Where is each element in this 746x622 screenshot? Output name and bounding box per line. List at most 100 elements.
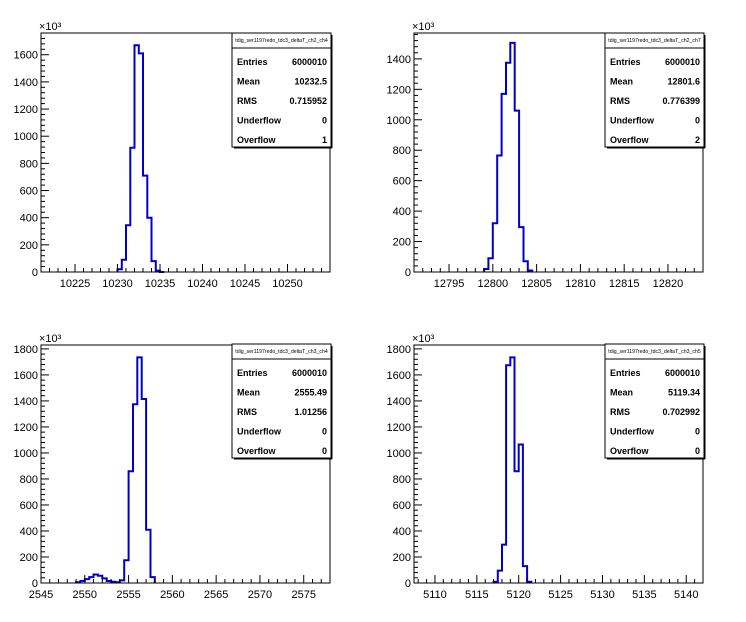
y-tick-label: 0: [32, 267, 38, 279]
stats-box: tdig_ser1197redo_tdc3_deltaT_ch3_ch5 Entr…: [604, 343, 706, 460]
y-tick-label: 1000: [14, 131, 38, 143]
y-tick-label: 1400: [14, 396, 38, 408]
y-tick-label: 1000: [387, 448, 411, 460]
x-tick-label: 5125: [548, 589, 572, 601]
stats-box-frame: [231, 32, 332, 148]
y-tick-label: 0: [405, 267, 411, 279]
plot-frame: [40, 344, 331, 584]
stats-value-rms: 0.702992: [662, 407, 700, 417]
x-tick-label: 12820: [653, 278, 684, 290]
x-tick-label: 10230: [102, 278, 133, 290]
x-tick-label: 10250: [272, 278, 303, 290]
stats-box-frame: [604, 32, 705, 148]
stats-value-underflow: 0: [695, 427, 700, 437]
histogram-series: [75, 356, 156, 584]
y-exponent-label: ×10³: [412, 21, 435, 33]
y-tick-label: 1600: [14, 370, 38, 382]
x-tick-label: 5115: [465, 589, 489, 601]
stats-value-overflow: 2: [695, 135, 700, 145]
stats-key-mean: Mean: [610, 388, 633, 398]
x-tick-label: 12805: [521, 278, 552, 290]
y-tick-label: 400: [393, 206, 411, 218]
y-tick-label: 800: [393, 145, 411, 157]
stats-box: tdig_ser1197redo_tdc3_deltaT_ch3_ch4 Entr…: [231, 343, 333, 460]
x-tick-label: 10240: [187, 278, 218, 290]
histogram-panel-2: 12795 12800 12805 12810 12815 12820 0 200 400 600…: [387, 21, 706, 290]
x-tick-label: 12810: [565, 278, 596, 290]
x-tick-label: 5120: [506, 589, 530, 601]
histogram-series: [492, 356, 533, 583]
stats-key-rms: RMS: [610, 96, 630, 106]
y-tick-label: 1200: [387, 422, 411, 434]
stats-key-mean: Mean: [237, 77, 260, 87]
y-tick-label: 600: [20, 186, 38, 198]
y-tick-label: 1200: [387, 84, 411, 96]
stats-value-mean: 12801.6: [667, 77, 700, 87]
stats-value-overflow: 0: [322, 446, 327, 456]
x-tick-label: 5130: [590, 589, 614, 601]
stats-box-frame: [231, 343, 332, 459]
stats-value-mean: 10232.5: [294, 77, 327, 87]
stats-key-rms: RMS: [237, 407, 257, 417]
x-tick-label: 5110: [423, 589, 447, 601]
histogram-panel-4: 5110 5115 5120 5125 5130 5135 5140 0 200 400 600 80…: [387, 333, 706, 601]
stats-box: tdig_ser1197redo_tdc3_deltaT_ch2_ch4 Entr…: [231, 32, 333, 149]
stats-value-underflow: 0: [322, 427, 327, 437]
y-tick-label: 0: [405, 578, 411, 590]
stats-value-entries: 6000010: [292, 57, 327, 67]
x-tick-label: 10225: [60, 278, 91, 290]
x-tick-label: 2555: [116, 589, 140, 601]
stats-value-rms: 0.715952: [289, 96, 327, 106]
x-tick-label: 12795: [434, 278, 465, 290]
stats-value-entries: 6000010: [292, 368, 327, 378]
y-tick-label: 400: [393, 526, 411, 538]
histogram-series: [116, 44, 165, 273]
stats-key-overflow: Overflow: [610, 446, 650, 456]
y-exponent-label: ×10³: [39, 333, 62, 345]
stats-key-underflow: Underflow: [237, 427, 282, 437]
y-tick-label: 200: [20, 552, 38, 564]
y-tick-label: 1200: [14, 104, 38, 116]
y-tick-label: 1400: [387, 396, 411, 408]
x-tick-label: 10245: [230, 278, 261, 290]
y-tick-label: 600: [393, 500, 411, 512]
stats-box-frame: [604, 343, 705, 459]
y-tick-label: 1200: [14, 422, 38, 434]
stats-value-entries: 6000010: [665, 368, 700, 378]
histogram-series: [483, 41, 534, 272]
plot-frame: [413, 344, 704, 584]
stats-title: tdig_ser1197redo_tdc3_deltaT_ch3_ch4: [235, 349, 328, 355]
y-tick-label: 1600: [387, 370, 411, 382]
stats-value-overflow: 0: [695, 446, 700, 456]
y-tick-label: 1800: [14, 344, 38, 356]
stats-value-entries: 6000010: [665, 57, 700, 67]
x-tick-label: 12815: [609, 278, 640, 290]
stats-value-rms: 0.776399: [662, 96, 700, 106]
y-tick-label: 1400: [14, 77, 38, 89]
stats-key-entries: Entries: [237, 368, 268, 378]
stats-key-underflow: Underflow: [610, 116, 655, 126]
y-tick-label: 600: [20, 500, 38, 512]
stats-key-underflow: Underflow: [610, 427, 655, 437]
stats-key-mean: Mean: [610, 77, 633, 87]
stats-value-rms: 1.01256: [294, 407, 327, 417]
x-tick-label: 2575: [291, 589, 315, 601]
stats-title: tdig_ser1197redo_tdc3_deltaT_ch3_ch5: [608, 349, 701, 355]
y-tick-label: 1000: [387, 115, 411, 127]
y-tick-label: 1000: [14, 448, 38, 460]
stats-value-mean: 5119.34: [668, 388, 700, 398]
x-tick-label: 2565: [204, 589, 228, 601]
stats-key-rms: RMS: [610, 407, 630, 417]
stats-box: tdig_ser1197redo_tdc3_deltaT_ch2_ch7 Entr…: [604, 32, 706, 149]
stats-key-entries: Entries: [237, 57, 268, 67]
plot-frame: [413, 32, 704, 273]
x-tick-label: 10235: [145, 278, 176, 290]
y-tick-label: 200: [393, 237, 411, 249]
stats-key-overflow: Overflow: [237, 135, 277, 145]
y-tick-label: 600: [393, 176, 411, 188]
y-tick-label: 200: [20, 240, 38, 252]
y-tick-label: 1800: [387, 344, 411, 356]
stats-value-mean: 2555.49: [294, 388, 327, 398]
stats-key-overflow: Overflow: [237, 446, 277, 456]
